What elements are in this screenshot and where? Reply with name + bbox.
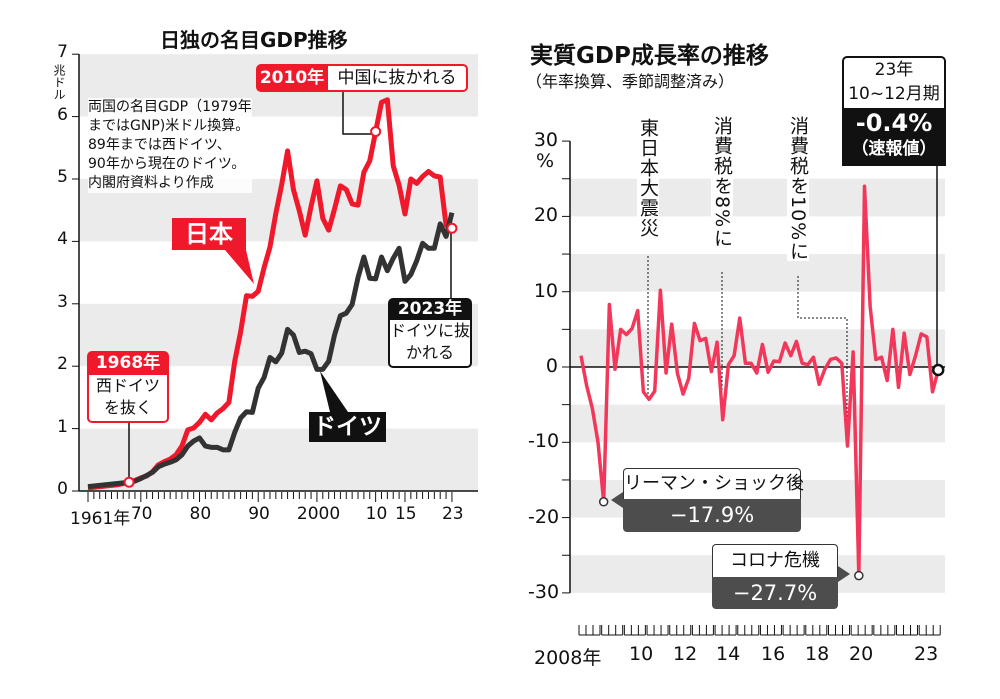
y-tick-label: 6 <box>57 104 68 125</box>
right-chart-title: 実質GDP成長率の推移 <box>530 43 769 69</box>
y-tick-label: 4 <box>57 229 68 250</box>
x-tick-label: 1961年 <box>70 509 131 529</box>
grid-band <box>570 178 945 217</box>
germany-pointer <box>320 371 348 412</box>
lehman-pointer <box>611 492 623 508</box>
legend-germany: ドイツ <box>309 412 386 442</box>
note-line: 89年までは西ドイツ、 <box>88 137 231 153</box>
y-tick-label: 2 <box>57 354 68 375</box>
grid-band <box>79 428 478 491</box>
left-axes <box>72 53 478 502</box>
annotation-latest-box: -0.4% （速報値） <box>842 108 946 166</box>
annotation-latest-period: 23年 10~12月期 <box>842 56 946 108</box>
note-line: 内閣府資料より作成 <box>88 175 214 191</box>
annotation-covid-value: −27.7% <box>712 577 838 609</box>
legend-japan: 日本 <box>172 218 246 250</box>
x-tick-label: 18 <box>805 643 830 665</box>
y-tick-label: 0 <box>57 479 68 499</box>
annotation-1968-text: 西ドイツを抜く <box>87 375 169 423</box>
x-tick-label: 23 <box>441 504 464 524</box>
x-tick-label: 15 <box>394 504 417 524</box>
x-tick-label: 90 <box>248 504 270 524</box>
grid-band <box>570 254 945 292</box>
event-marker <box>123 476 135 488</box>
annotation-2023-text: ドイツに抜かれる <box>388 320 472 368</box>
event-marker <box>446 222 458 234</box>
left-chart-note: 両国の名目GDP（1979年 まではGNP)米ドル換算。 89年までは西ドイツ、… <box>88 98 252 193</box>
leader-2010 <box>342 92 375 135</box>
annotation-tax-8: 消費税を8%に <box>711 116 733 249</box>
x-tick-label: 2000 <box>296 504 341 524</box>
annotation-1968-year: 1968年 <box>87 351 169 375</box>
series-lines <box>87 97 940 578</box>
right-chart-subtitle: （年率換算、季節調整済み） <box>526 72 735 91</box>
grid-band <box>570 404 945 443</box>
y-tick-label: 0 <box>545 355 558 377</box>
annotation-2010-text: 中国に抜かれる <box>328 64 468 92</box>
japan-pointer <box>225 250 254 284</box>
annotation-lehman: リーマン・ショック後 <box>623 468 804 499</box>
annotation-earthquake: 東日本大震災 <box>637 118 659 238</box>
x-tick-label: 70 <box>130 504 153 524</box>
y-tick-label: 5 <box>57 167 68 187</box>
y-tick-label: -10 <box>528 430 560 453</box>
y-tick-label: -20 <box>528 505 560 528</box>
note-line: 両国の名目GDP（1979年 <box>88 99 252 115</box>
covid-marker <box>854 570 864 581</box>
lehman-marker <box>598 497 609 507</box>
y-tick-label: 10 <box>533 279 558 302</box>
annotation-tax-10: 消費税を10%に <box>787 116 809 262</box>
x-tick-label: 14 <box>716 643 741 665</box>
y-tick-label: -30 <box>528 580 560 603</box>
y-tick-label: 3 <box>57 291 68 312</box>
x-tick-label: 10 <box>365 504 388 524</box>
y-tick-label: 7 <box>57 42 68 63</box>
covid-pointer <box>838 566 850 582</box>
x-tick-label: 2008年 <box>534 647 602 669</box>
latest-marker <box>931 363 945 377</box>
annotation-lehman-value: −17.9% <box>623 499 801 532</box>
leader-tax-10 <box>797 276 848 445</box>
gdp-growth-line <box>579 184 940 578</box>
marker-points <box>123 126 945 581</box>
note-line: 90年から現在のドイツ。 <box>88 156 246 172</box>
left-chart-title: 日独の名目GDP推移 <box>160 28 348 52</box>
leader-lines <box>128 92 938 582</box>
annotation-latest-value: -0.4% <box>855 109 933 137</box>
x-tick-label: 80 <box>189 504 212 524</box>
annotation-2023-year: 2023年 <box>388 298 472 320</box>
left-y-unit: 兆ドル <box>52 64 66 100</box>
annotation-2010-year: 2010年 <box>256 64 328 92</box>
annotation-latest-note: （速報値） <box>851 139 937 159</box>
event-marker <box>370 126 382 138</box>
y-tick-label: 1 <box>57 416 68 437</box>
x-tick-label: 23 <box>914 643 939 665</box>
annotation-covid: コロナ危機 <box>712 544 838 577</box>
germany-line <box>87 212 455 490</box>
x-tick-label: 16 <box>761 643 786 665</box>
x-tick-label: 12 <box>673 643 698 665</box>
x-tick-label: 10 <box>629 643 654 665</box>
note-line: まではGNP)米ドル換算。 <box>88 118 250 134</box>
x-tick-label: 20 <box>849 643 874 665</box>
y-tick-label: 20 <box>533 204 558 227</box>
right-y-unit: % <box>536 150 555 172</box>
y-tick-label: 30 <box>533 129 558 152</box>
